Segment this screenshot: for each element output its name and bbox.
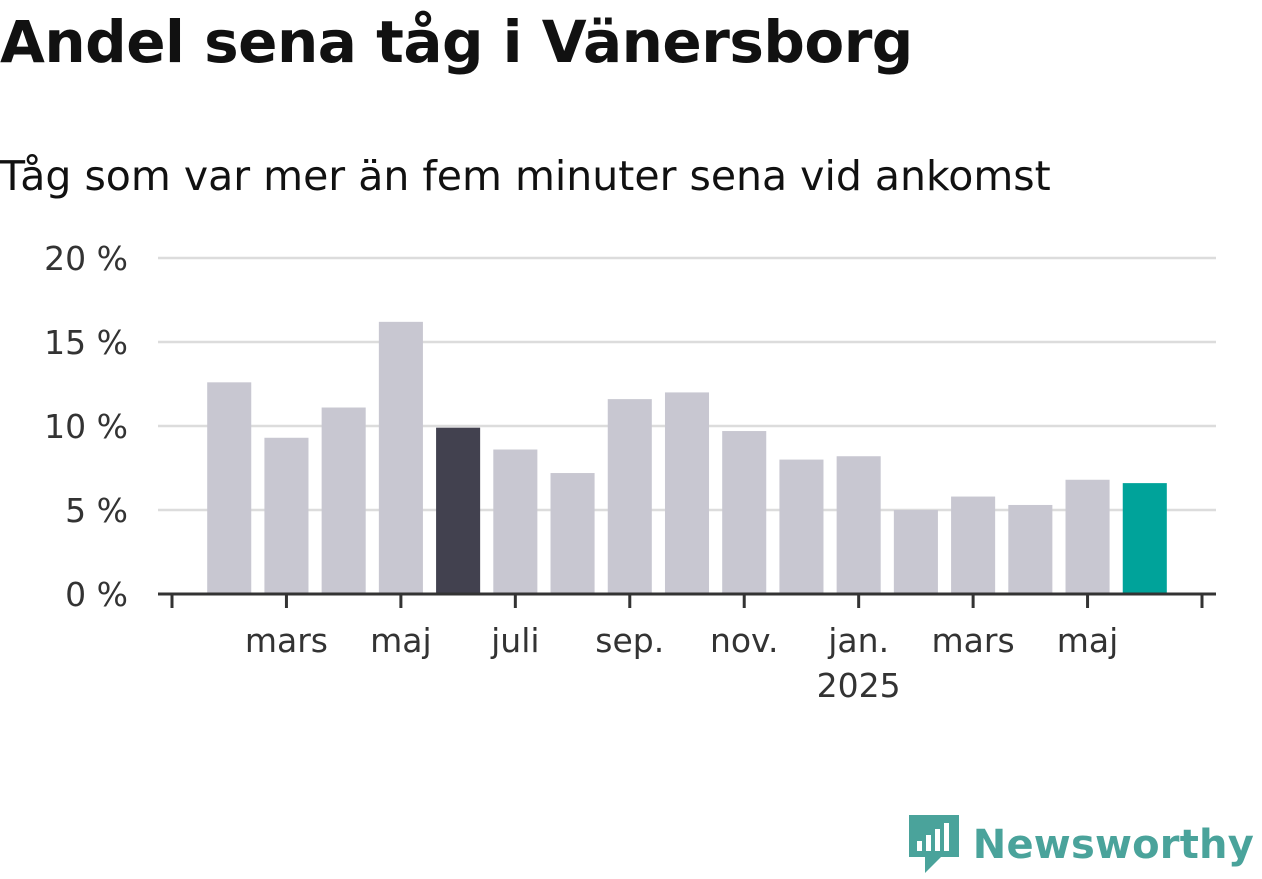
- newsworthy-logo: Newsworthy: [908, 815, 1254, 875]
- bar: [207, 382, 252, 594]
- bar: [607, 399, 652, 594]
- x-tick-label: juli: [490, 621, 539, 660]
- x-tick-label: maj: [1057, 621, 1119, 660]
- x-axis: [158, 592, 1216, 608]
- bar: [779, 459, 824, 594]
- bar: [951, 496, 996, 594]
- y-tick-label: 0 %: [65, 575, 128, 614]
- x-tick-sublabel: 2025: [817, 666, 901, 705]
- bar: [1065, 479, 1110, 594]
- bar: [722, 431, 767, 594]
- y-tick-label: 20 %: [44, 239, 128, 278]
- newsworthy-logo-icon: [908, 815, 959, 873]
- x-tick-label: jan.: [827, 621, 889, 660]
- bar: [264, 437, 309, 594]
- bar: [378, 321, 423, 594]
- logo-text: Newsworthy: [972, 822, 1254, 868]
- bar: [493, 449, 538, 594]
- y-axis-labels: 0 % 5 % 10 % 15 % 20 %: [44, 239, 128, 614]
- bar: [836, 456, 881, 594]
- bar: [436, 427, 481, 594]
- bar: [1008, 504, 1053, 594]
- chart-title: Andel sena tåg i Vänersborg: [0, 8, 913, 76]
- x-axis-labels: mars maj juli sep. nov. jan. 2025 mars maj: [245, 621, 1118, 705]
- bar: [550, 473, 595, 594]
- bar: [893, 510, 938, 594]
- bars: [207, 321, 1167, 594]
- x-tick-label: nov.: [710, 621, 779, 660]
- y-tick-label: 5 %: [65, 491, 128, 530]
- bar: [1122, 483, 1167, 594]
- chart-subtitle: Tåg som var mer än fem minuter sena vid …: [0, 152, 1051, 200]
- x-tick-label: mars: [932, 621, 1015, 660]
- y-tick-label: 15 %: [44, 323, 128, 362]
- y-tick-label: 10 %: [44, 407, 128, 446]
- bar: [321, 407, 366, 594]
- bar: [664, 392, 710, 594]
- x-tick-label: sep.: [595, 621, 664, 660]
- x-tick-label: mars: [245, 621, 328, 660]
- x-tick-label: maj: [370, 621, 432, 660]
